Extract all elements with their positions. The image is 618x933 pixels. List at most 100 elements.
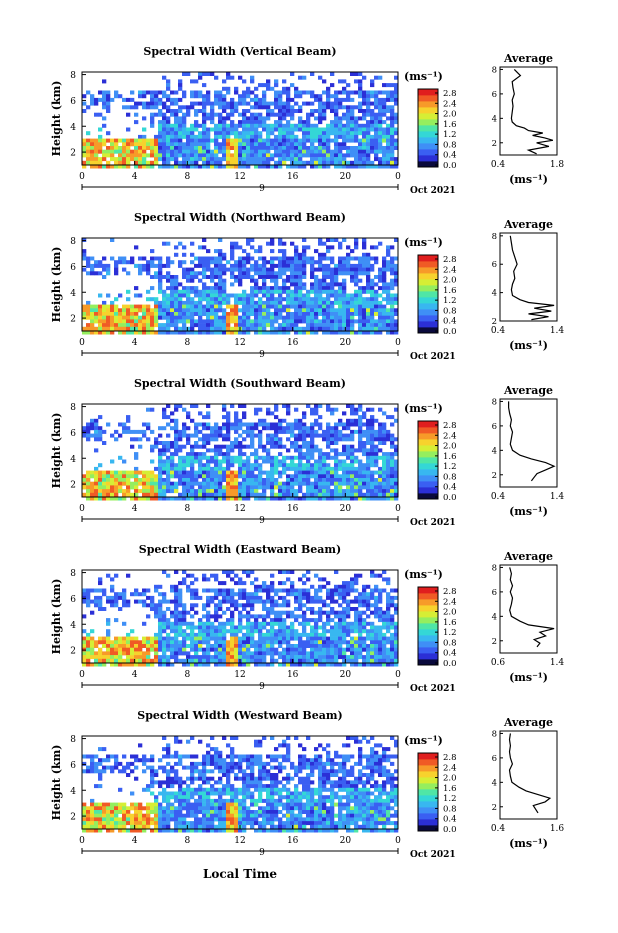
heatmap-cell	[158, 98, 162, 102]
heatmap-cell	[386, 142, 390, 146]
heatmap-cell	[310, 135, 314, 139]
heatmap-cell	[246, 109, 250, 113]
heatmap-cell	[126, 482, 130, 486]
heatmap-cell	[82, 430, 86, 434]
heatmap-cell	[334, 128, 338, 132]
heatmap-cell	[230, 305, 234, 309]
heatmap-cell	[378, 305, 382, 309]
heatmap-cell	[194, 452, 198, 456]
heatmap-cell	[234, 415, 238, 419]
heatmap-cell	[306, 146, 310, 150]
heatmap-cell	[230, 474, 234, 478]
heatmap-cell	[182, 91, 186, 95]
heatmap-cell	[170, 301, 174, 305]
heatmap-cell	[258, 596, 262, 600]
heatmap-cell	[126, 493, 130, 497]
heatmap-cell	[274, 91, 278, 95]
heatmap-cell	[346, 153, 350, 157]
heatmap-cell	[194, 128, 198, 132]
heatmap-cell	[174, 327, 178, 331]
heatmap-cell	[338, 135, 342, 139]
heatmap-cell	[330, 282, 334, 286]
heatmap-cell	[158, 489, 162, 493]
average-y-tick-label: 2	[492, 471, 497, 481]
heatmap-cell	[226, 153, 230, 157]
heatmap-cell	[106, 633, 110, 637]
heatmap-cell	[218, 120, 222, 124]
heatmap-cell	[170, 98, 174, 102]
heatmap-cell	[194, 430, 198, 434]
heatmap-cell	[94, 142, 98, 146]
heatmap-cell	[330, 316, 334, 320]
heatmap-cell	[262, 633, 266, 637]
average-x-tick-label: 1.4	[550, 492, 565, 502]
heatmap-cell	[262, 120, 266, 124]
heatmap-cell	[318, 260, 322, 264]
heatmap-cell	[222, 128, 226, 132]
heatmap-cell	[190, 640, 194, 644]
heatmap-cell	[318, 139, 322, 143]
heatmap-cell	[298, 489, 302, 493]
heatmap-cell	[230, 271, 234, 275]
heatmap-cell	[230, 404, 234, 408]
heatmap-cell	[170, 426, 174, 430]
heatmap-cell	[182, 629, 186, 633]
heatmap-cell	[222, 94, 226, 98]
heatmap-cell	[382, 437, 386, 441]
heatmap-cell	[178, 128, 182, 132]
colorbar-tick-label: 2.8	[443, 421, 457, 431]
heatmap-cell	[134, 157, 138, 161]
heatmap-cell	[354, 91, 358, 95]
heatmap-cell	[142, 153, 146, 157]
heatmap-cell	[166, 146, 170, 150]
heatmap-cell	[370, 146, 374, 150]
heatmap-cell	[318, 426, 322, 430]
heatmap-cell	[122, 260, 126, 264]
heatmap-cell	[170, 150, 174, 154]
heatmap-cell	[170, 316, 174, 320]
heatmap-cell	[226, 161, 230, 165]
heatmap-cell	[374, 116, 378, 120]
colorbar-tick-label: 2.0	[443, 442, 457, 452]
heatmap-cell	[310, 157, 314, 161]
heatmap-cell	[278, 312, 282, 316]
heatmap-cell	[386, 153, 390, 157]
heatmap-cell	[154, 589, 158, 593]
heatmap-cell	[254, 411, 258, 415]
heatmap-cell	[350, 460, 354, 464]
colorbar-swatch	[418, 161, 438, 167]
heatmap-cell	[258, 257, 262, 261]
heatmap-cell	[214, 577, 218, 581]
heatmap-cell	[302, 294, 306, 298]
colorbar-tick-label: 2.4	[443, 265, 457, 275]
average-x-tick-label: 0.4	[491, 160, 506, 170]
heatmap-cell	[98, 471, 102, 475]
heatmap-cell	[262, 157, 266, 161]
heatmap-cell	[202, 629, 206, 633]
heatmap-cell	[226, 157, 230, 161]
heatmap-cell	[202, 131, 206, 135]
heatmap-cell	[210, 596, 214, 600]
heatmap-cell	[122, 153, 126, 157]
heatmap-cell	[386, 319, 390, 323]
heatmap-cell	[254, 150, 258, 154]
heatmap-cell	[278, 257, 282, 261]
heatmap-cell	[362, 116, 366, 120]
heatmap-cell	[102, 474, 106, 478]
heatmap-cell	[250, 423, 254, 427]
heatmap-cell	[338, 245, 342, 249]
heatmap-cell	[174, 611, 178, 615]
heatmap-cell	[198, 644, 202, 648]
heatmap-cell	[358, 87, 362, 91]
heatmap-cell	[322, 131, 326, 135]
heatmap-cell	[202, 94, 206, 98]
heatmap-cell	[346, 120, 350, 124]
heatmap-cell	[198, 327, 202, 331]
heatmap-cell	[234, 275, 238, 279]
heatmap-cell	[370, 79, 374, 83]
heatmap-cell	[242, 268, 246, 272]
heatmap-cell	[302, 305, 306, 309]
heatmap-cell	[162, 445, 166, 449]
heatmap-cell	[170, 297, 174, 301]
heatmap-cell	[318, 253, 322, 257]
